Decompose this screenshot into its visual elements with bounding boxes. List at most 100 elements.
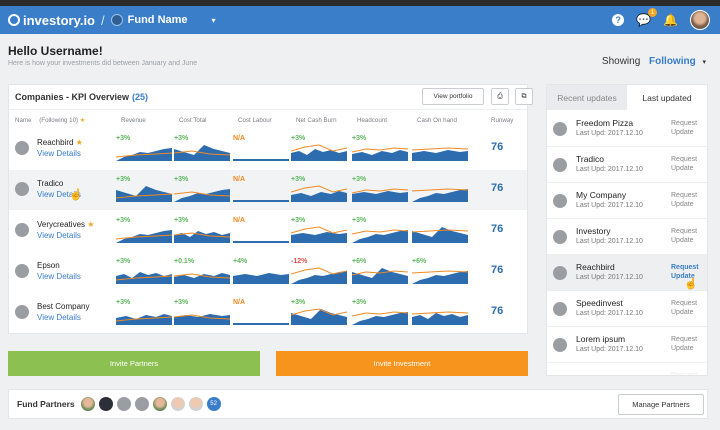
- tab-last-updated[interactable]: Last updated: [627, 85, 707, 110]
- sparkline-chart: [233, 241, 289, 243]
- panel-title: Companies - KPI Overview: [15, 92, 130, 102]
- kpi-sparkline: +3%: [291, 176, 347, 206]
- company-name: Tradico: [37, 179, 63, 188]
- user-avatar[interactable]: [690, 10, 710, 30]
- company-name: Best Company: [37, 302, 89, 311]
- column-header: Headcount: [357, 117, 387, 124]
- view-details-link[interactable]: View Details: [37, 313, 81, 322]
- company-name: Reachbird ★: [37, 138, 83, 147]
- window-top-strip: [0, 0, 720, 6]
- page-subtitle: Here is how your investments did between…: [8, 60, 198, 67]
- sparkline-chart: [291, 144, 347, 161]
- last-update-date: Last Upd: 2017.12.10: [576, 130, 643, 137]
- kpi-sparkline: +3%: [352, 176, 408, 206]
- update-item[interactable]: Investory Last Upd: 2017.12.10 Request Upda…: [547, 219, 707, 255]
- request-update-link[interactable]: Request Update: [671, 335, 697, 353]
- request-update-link[interactable]: Request Update: [671, 227, 697, 245]
- sparkline-chart: [352, 268, 408, 284]
- company-avatar: [553, 194, 567, 208]
- name-column-header[interactable]: Name (Following 10) ★: [15, 117, 85, 124]
- chat-icon[interactable]: 💬 1: [636, 8, 658, 27]
- fund-selector[interactable]: Fund Name: [127, 14, 188, 26]
- view-details-link[interactable]: View Details: [37, 272, 81, 281]
- kpi-change: +3%: [352, 176, 367, 183]
- partner-avatar[interactable]: [134, 397, 149, 411]
- sparkline-line: [352, 188, 408, 194]
- sparkline-line: [174, 150, 230, 156]
- kpi-change: N/A: [233, 176, 246, 183]
- update-company-name: Reachbird: [576, 262, 615, 272]
- partner-avatar[interactable]: [152, 397, 167, 411]
- sparkline-chart: [291, 226, 347, 243]
- company-row[interactable]: Reachbird ★ View Details +3% +3% N/A +3% +3% 76: [9, 129, 527, 169]
- update-item[interactable]: Reachbird Last Upd: 2017.12.10 Request Upda…: [547, 255, 707, 291]
- invite-investment-button[interactable]: Invite Investment: [276, 351, 528, 376]
- view-portfolio-button[interactable]: View portfolio: [422, 88, 484, 105]
- company-row[interactable]: Verycreatives ★ View Details +3% +3% N/A +3% +…: [9, 211, 527, 251]
- star-icon[interactable]: ★: [75, 138, 83, 147]
- bell-icon[interactable]: 🔔: [663, 13, 678, 27]
- sparkline-chart: [352, 229, 408, 243]
- partner-avatar[interactable]: [98, 397, 113, 411]
- partner-avatar[interactable]: [80, 397, 95, 411]
- page-title: Hello Username!: [8, 44, 103, 58]
- company-row[interactable]: Tradico View Details +3% +3% N/A +3% +3% 76 ☝: [9, 170, 527, 210]
- chevron-down-icon[interactable]: ▾: [211, 15, 216, 25]
- tab-recent-updates[interactable]: Recent updates: [547, 85, 627, 110]
- manage-partners-button[interactable]: Manage Partners: [618, 394, 704, 415]
- sparkline-line: [412, 188, 468, 192]
- update-item[interactable]: Tradico Last Upd: 2017.12.10 Request Update: [547, 147, 707, 183]
- last-update-date: Last Upd: 2017.12.10: [576, 346, 643, 353]
- partner-avatar[interactable]: [188, 397, 203, 411]
- company-avatar: [15, 141, 29, 155]
- sparkline-line: [352, 311, 408, 317]
- update-item[interactable]: Speedinvest Last Upd: 2017.12.10 Request Up…: [547, 291, 707, 327]
- print-icon[interactable]: ⎙: [491, 88, 509, 105]
- kpi-change: +3%: [174, 299, 189, 306]
- sparkline-chart: [412, 147, 468, 161]
- update-item[interactable]: Freedom Pizza Last Upd: 2017.12.10 Request…: [547, 111, 707, 147]
- invite-partners-button[interactable]: Invite Partners: [8, 351, 260, 376]
- partner-avatar[interactable]: [170, 397, 185, 411]
- star-icon: ★: [79, 117, 86, 124]
- help-icon[interactable]: ?: [612, 14, 625, 26]
- sparkline-chart: [412, 311, 468, 325]
- request-update-link[interactable]: Request Update: [671, 191, 697, 209]
- request-update-link[interactable]: Request Update: [671, 155, 697, 173]
- star-icon[interactable]: ★: [87, 220, 95, 229]
- partner-avatar[interactable]: [116, 397, 131, 411]
- view-details-link[interactable]: View Details: [37, 149, 81, 158]
- chevron-down-icon[interactable]: ▾: [702, 59, 706, 66]
- showing-filter[interactable]: Showing Following ▾: [602, 56, 706, 67]
- partner-count-badge[interactable]: 52: [206, 397, 221, 411]
- view-details-link[interactable]: View Details: [37, 231, 81, 240]
- view-details-link[interactable]: View Details: [37, 190, 81, 199]
- company-row[interactable]: Epson View Details +3% +0.1% +4% -12% +6% +6% 7…: [9, 252, 527, 292]
- request-update-link[interactable]: Request Update: [671, 119, 697, 137]
- kpi-sparkline: +3%: [291, 217, 347, 247]
- logo-ring-icon: [8, 14, 20, 26]
- kpi-sparkline: +3%: [174, 176, 230, 206]
- request-update-link[interactable]: Request Update: [671, 263, 699, 281]
- sparkline-chart: [174, 314, 230, 325]
- kpi-change: +3%: [291, 299, 306, 306]
- kpi-sparkline: N/A: [233, 217, 289, 247]
- company-row[interactable]: Best Company View Details +3% +3% N/A +3% +3%…: [9, 293, 527, 333]
- request-update-link[interactable]: Request Update: [671, 299, 697, 317]
- update-company-name: Investory: [576, 226, 611, 236]
- sparkline-line: [174, 232, 230, 238]
- showing-value[interactable]: Following: [649, 56, 696, 67]
- update-item[interactable]: My Company Last Upd: 2017.12.10 Request Upd…: [547, 183, 707, 219]
- fund-partners-label: Fund Partners: [17, 399, 75, 409]
- company-name-text: Verycreatives: [37, 220, 86, 229]
- kpi-sparkline: +0.1%: [174, 258, 230, 288]
- kpi-change: +3%: [116, 258, 131, 265]
- runway-value: 76: [491, 264, 504, 276]
- logo[interactable]: investory.io: [8, 13, 95, 28]
- export-icon[interactable]: ⧉: [515, 88, 533, 105]
- last-update-date: Last Upd: 2017.12.10: [576, 238, 643, 245]
- chat-badge: 1: [648, 8, 658, 17]
- sparkline-line: [412, 147, 468, 151]
- company-name: Verycreatives ★: [37, 220, 94, 229]
- sparkline-line: [412, 270, 468, 274]
